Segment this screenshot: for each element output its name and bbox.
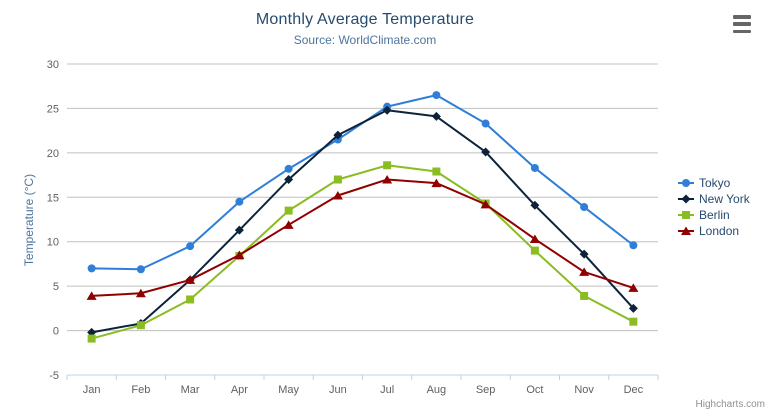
triangle-legend-marker-icon bbox=[678, 226, 694, 235]
series-line-new-york bbox=[90, 109, 635, 334]
series-line-berlin bbox=[90, 164, 635, 340]
point-tokyo-dec[interactable] bbox=[629, 241, 638, 250]
series-line-london bbox=[90, 178, 635, 297]
legend-marker-symbol bbox=[681, 194, 691, 204]
point-berlin-mar[interactable] bbox=[186, 295, 195, 304]
point-london-dec[interactable] bbox=[628, 283, 639, 292]
circle-legend-marker-icon bbox=[678, 179, 694, 187]
x-axis-tick-label: Aug bbox=[427, 384, 447, 396]
square-legend-marker-icon bbox=[678, 211, 694, 219]
point-london-oct[interactable] bbox=[529, 234, 540, 244]
hamburger-icon bbox=[733, 22, 751, 26]
x-axis-tick-label: Sep bbox=[476, 384, 496, 396]
x-axis-tick-label: Nov bbox=[574, 384, 594, 396]
point-new-york-oct[interactable] bbox=[530, 200, 540, 210]
hamburger-icon bbox=[733, 15, 751, 19]
point-london-nov[interactable] bbox=[579, 267, 590, 276]
point-new-york-may[interactable] bbox=[284, 175, 294, 185]
legend-item-tokyo[interactable]: Tokyo bbox=[678, 175, 750, 191]
legend: Tokyo New York Berlin London bbox=[678, 175, 750, 239]
point-new-york-nov[interactable] bbox=[579, 249, 589, 259]
hamburger-icon bbox=[733, 29, 751, 33]
legend-label: Berlin bbox=[699, 208, 730, 222]
point-london-feb[interactable] bbox=[135, 288, 146, 298]
point-tokyo-sep[interactable] bbox=[481, 119, 490, 128]
y-axis-title: Temperature (°C) bbox=[22, 173, 36, 267]
y-axis-tick-label: 5 bbox=[53, 281, 59, 293]
credits-link[interactable]: Highcharts.com bbox=[695, 399, 765, 410]
x-axis-tick-label: Mar bbox=[181, 384, 200, 396]
point-berlin-dec[interactable] bbox=[629, 317, 638, 326]
point-new-york-jun[interactable] bbox=[333, 130, 343, 140]
legend-item-london[interactable]: London bbox=[678, 223, 750, 239]
x-axis-tick-label: Feb bbox=[131, 384, 150, 396]
chart-title: Monthly Average Temperature bbox=[255, 11, 475, 28]
point-berlin-aug[interactable] bbox=[432, 167, 441, 176]
y-axis-tick-label: 25 bbox=[47, 103, 59, 115]
legend-label: Tokyo bbox=[699, 176, 731, 190]
chart-subtitle: Source: WorldClimate.com bbox=[293, 33, 437, 47]
point-berlin-nov[interactable] bbox=[580, 291, 589, 300]
y-axis-tick-label: 0 bbox=[53, 326, 59, 338]
x-axis-tick-label: Jul bbox=[380, 384, 394, 396]
x-axis-tick-label: Dec bbox=[624, 384, 644, 396]
point-tokyo-may[interactable] bbox=[284, 164, 293, 173]
legend-label: New York bbox=[699, 192, 750, 206]
point-london-jul[interactable] bbox=[382, 175, 393, 184]
point-london-aug[interactable] bbox=[431, 178, 442, 188]
legend-marker-symbol bbox=[682, 211, 690, 219]
legend-item-new-york[interactable]: New York bbox=[678, 191, 750, 207]
point-new-york-apr[interactable] bbox=[234, 225, 244, 235]
point-london-jan[interactable] bbox=[86, 291, 97, 300]
x-axis-tick-label: Jun bbox=[329, 384, 347, 396]
point-berlin-feb[interactable] bbox=[136, 321, 145, 330]
export-menu-button[interactable] bbox=[730, 13, 754, 35]
point-berlin-jan[interactable] bbox=[87, 334, 96, 343]
point-london-apr[interactable] bbox=[234, 250, 245, 260]
y-axis-tick-label: -5 bbox=[49, 370, 59, 382]
point-berlin-jul[interactable] bbox=[383, 161, 392, 170]
y-axis-tick-label: 10 bbox=[47, 237, 59, 249]
point-tokyo-aug[interactable] bbox=[432, 91, 441, 100]
point-tokyo-apr[interactable] bbox=[235, 197, 244, 206]
point-tokyo-feb[interactable] bbox=[136, 265, 145, 274]
point-tokyo-mar[interactable] bbox=[186, 242, 195, 251]
point-new-york-sep[interactable] bbox=[481, 147, 491, 157]
point-new-york-jul[interactable] bbox=[382, 105, 392, 115]
x-axis-tick-label: Apr bbox=[231, 384, 248, 396]
point-london-may[interactable] bbox=[283, 220, 294, 229]
point-london-mar[interactable] bbox=[185, 275, 196, 284]
y-axis-tick-label: 30 bbox=[47, 59, 59, 71]
legend-label: London bbox=[699, 224, 740, 238]
series-line-tokyo bbox=[90, 94, 635, 271]
point-new-york-dec[interactable] bbox=[628, 303, 638, 313]
point-berlin-jun[interactable] bbox=[333, 175, 342, 184]
y-axis-tick-label: 15 bbox=[47, 192, 59, 204]
point-berlin-oct[interactable] bbox=[530, 246, 539, 255]
point-tokyo-oct[interactable] bbox=[530, 163, 539, 172]
x-axis-tick-label: Jan bbox=[83, 384, 101, 396]
point-london-sep[interactable] bbox=[480, 199, 491, 209]
legend-item-berlin[interactable]: Berlin bbox=[678, 207, 750, 223]
point-tokyo-nov[interactable] bbox=[580, 203, 589, 212]
point-london-jun[interactable] bbox=[332, 191, 343, 200]
legend-marker-symbol bbox=[682, 179, 690, 187]
diamond-legend-marker-icon bbox=[678, 194, 694, 204]
point-tokyo-jan[interactable] bbox=[87, 264, 96, 273]
point-berlin-may[interactable] bbox=[284, 206, 293, 215]
x-axis-tick-label: May bbox=[278, 384, 299, 396]
x-axis-tick-label: Oct bbox=[526, 384, 543, 396]
legend-marker-symbol bbox=[681, 226, 691, 235]
point-new-york-aug[interactable] bbox=[431, 111, 441, 121]
y-axis-tick-label: 20 bbox=[47, 148, 59, 160]
